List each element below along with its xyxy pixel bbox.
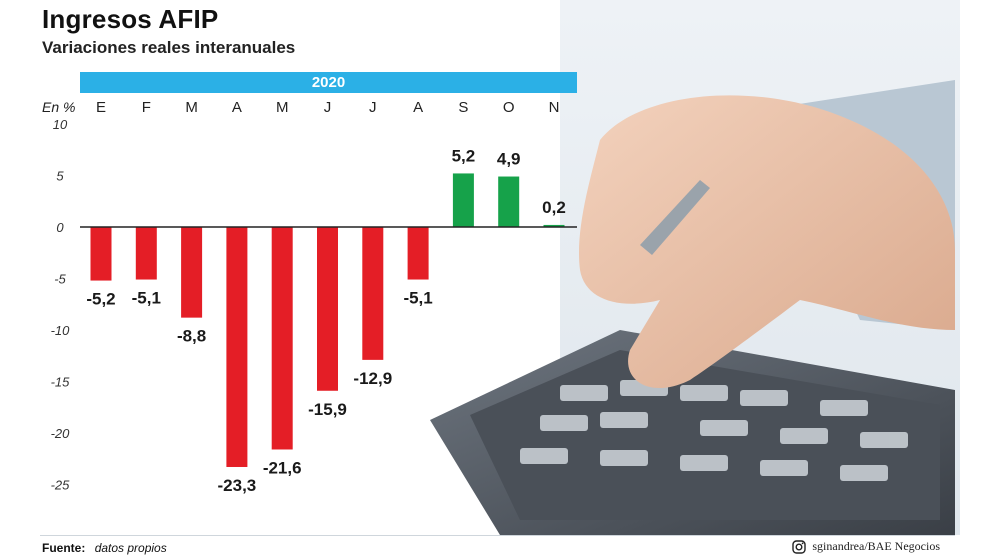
bar — [90, 227, 112, 281]
month-label: J — [369, 99, 377, 116]
footer-divider — [40, 535, 955, 536]
value-label: -5,1 — [403, 289, 432, 308]
instagram-icon — [792, 539, 807, 554]
chart-subtitle: Variaciones reales interanuales — [42, 38, 296, 57]
bar — [181, 227, 203, 318]
source-value: datos propios — [94, 541, 167, 555]
bar — [543, 224, 565, 227]
month-label: S — [458, 99, 468, 116]
value-label: 0,2 — [542, 198, 566, 217]
unit-label: En % — [42, 99, 75, 115]
month-label: M — [185, 99, 198, 116]
bar — [226, 227, 248, 467]
year-band: 2020 — [80, 72, 577, 93]
source-note: Fuente: datos propios — [42, 541, 167, 555]
month-label: A — [232, 99, 242, 116]
month-label: F — [142, 99, 151, 116]
month-label: O — [503, 99, 515, 116]
chart-title: Ingresos AFIP — [42, 4, 219, 34]
photo-credit: sginandrea/BAE Negocios — [792, 539, 940, 554]
month-label: M — [276, 99, 289, 116]
bar — [317, 227, 338, 391]
value-label: -12,9 — [353, 369, 392, 388]
month-label: J — [324, 99, 332, 116]
y-tick-label: -5 — [54, 272, 66, 287]
value-label: -23,3 — [218, 476, 257, 495]
bar — [407, 227, 429, 280]
month-label: E — [96, 99, 106, 116]
credit-text: sginandrea/BAE Negocios — [812, 539, 940, 553]
value-label: -5,2 — [86, 290, 115, 309]
month-label: A — [413, 99, 423, 116]
value-label: -21,6 — [263, 458, 302, 477]
value-label: -15,9 — [308, 400, 347, 419]
y-tick-label: 10 — [53, 117, 68, 132]
bar — [135, 227, 157, 280]
y-tick-label: 5 — [56, 169, 64, 184]
value-label: 4,9 — [497, 150, 521, 169]
bar — [362, 227, 384, 360]
bar — [498, 176, 520, 227]
y-tick-label: -25 — [51, 478, 71, 493]
y-tick-label: -10 — [51, 323, 71, 338]
y-tick-label: 0 — [56, 220, 64, 235]
value-label: -8,8 — [177, 327, 206, 346]
bar — [452, 173, 474, 227]
source-label: Fuente: — [42, 541, 86, 555]
bar — [271, 227, 293, 450]
value-label: -5,1 — [132, 289, 161, 308]
y-tick-label: -15 — [51, 375, 71, 390]
month-label: N — [549, 99, 560, 116]
y-tick-label: -20 — [51, 426, 71, 441]
value-label: 5,2 — [452, 146, 476, 165]
